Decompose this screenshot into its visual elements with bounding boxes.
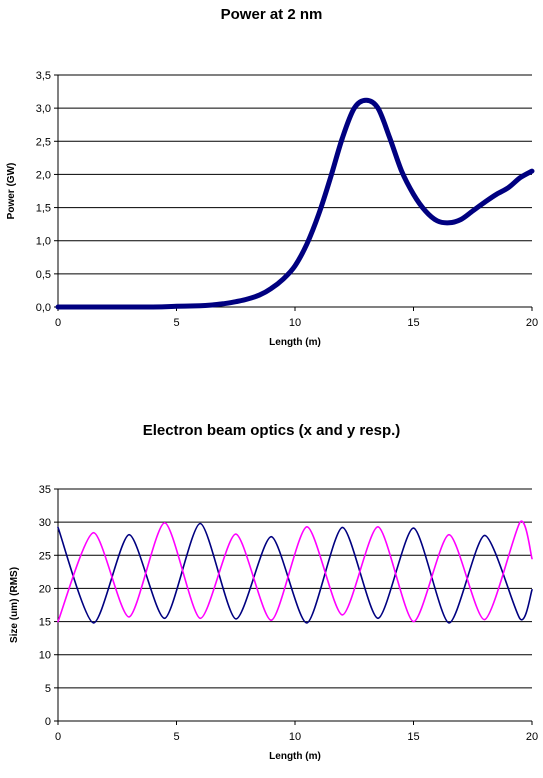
power-x-axis-label: Length (m) [269,337,321,348]
optics-y-tick-label: 15 [39,617,51,629]
optics-y-axis-label: Size (um) (RMS) [9,567,20,643]
power-y-tick-label: 3,0 [36,103,51,115]
power-x-tick-label: 5 [173,317,179,329]
optics-x-tick-label: 5 [173,731,179,743]
optics-y-tick-label: 35 [39,484,51,496]
optics-chart-title: Electron beam optics (x and y resp.) [142,422,401,439]
power-plot-area [58,75,532,307]
optics-x-tick-label: 0 [55,731,61,743]
optics-x-tick-label: 20 [526,731,538,743]
optics-y-tick-label: 20 [39,583,51,595]
power-y-tick-label: 2,5 [36,136,51,148]
optics-y-tick-label: 10 [39,650,51,662]
optics-chart: 0 5 10 15 20 25 30 35 0 5 10 15 20 Length (m) Size (um… [9,484,538,762]
power-x-tick-label: 15 [407,317,419,329]
power-x-tick-label: 0 [55,317,61,329]
optics-y-tick-label: 25 [39,550,51,562]
optics-y-tick-label: 5 [45,683,51,695]
power-y-tick-label: 2,0 [36,169,51,181]
power-x-tick-label: 20 [526,317,538,329]
optics-x-axis-label: Length (m) [269,751,321,762]
power-chart-title: Power at 2 nm [220,6,323,23]
optics-series-line-1 [57,520,533,623]
optics-series-line-0 [57,522,533,624]
power-y-tick-label: 0,5 [36,269,51,281]
power-x-tick-label: 10 [289,317,301,329]
optics-x-tick-label: 15 [407,731,419,743]
optics-x-tick-label: 10 [289,731,301,743]
power-y-tick-label: 3,5 [36,70,51,82]
power-chart: 0,0 0,5 1,0 1,5 2,0 2,5 3,0 3,5 0 5 10 15 20 Length (… [6,70,538,348]
power-y-tick-label: 1,5 [36,203,51,215]
power-series-line-0 [55,97,535,310]
optics-plot-area [58,489,532,721]
power-y-axis-label: Power (GW) [6,163,17,220]
power-y-tick-label: 0,0 [36,302,51,314]
optics-y-tick-label: 0 [45,716,51,728]
optics-y-tick-label: 30 [39,517,51,529]
power-y-tick-label: 1,0 [36,236,51,248]
